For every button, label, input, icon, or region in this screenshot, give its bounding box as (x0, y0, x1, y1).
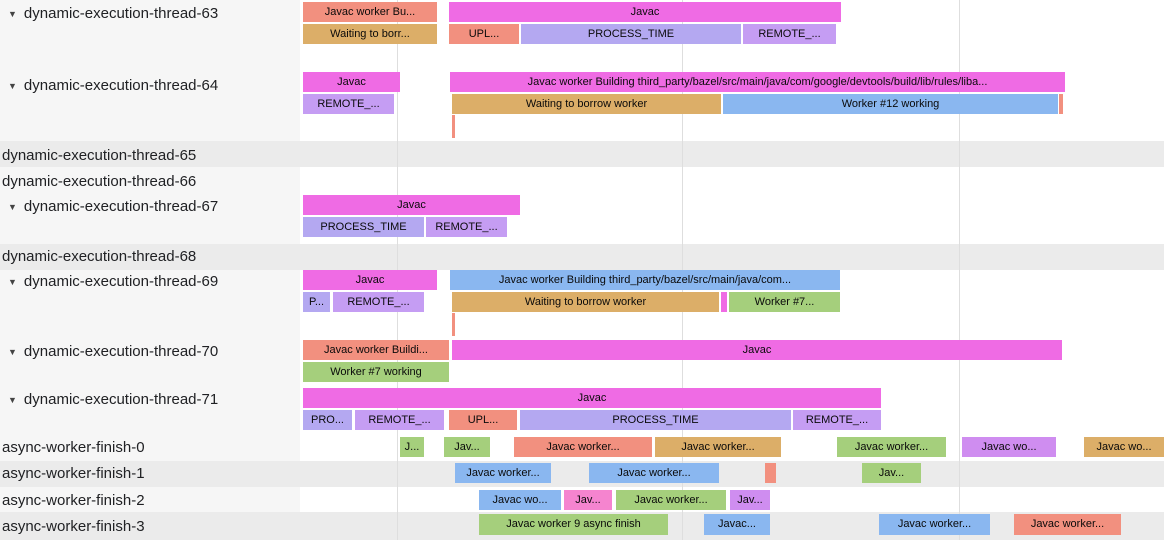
track-label-text: dynamic-execution-thread-66 (2, 173, 197, 190)
collapse-triangle-icon[interactable]: ▼ (8, 395, 17, 405)
track-label-text: dynamic-execution-thread-68 (2, 248, 197, 265)
trace-event-bar[interactable]: J... (400, 437, 424, 457)
track-label[interactable]: async-worker-finish-2 (0, 492, 145, 510)
trace-tick-marker (452, 115, 455, 138)
trace-event-bar[interactable]: PRO... (303, 410, 352, 430)
timeline-gridline (959, 0, 960, 540)
trace-event-bar[interactable]: Javac (303, 388, 881, 408)
trace-event-bar[interactable]: Javac worker... (1014, 514, 1121, 535)
trace-event-bar[interactable]: REMOTE_... (426, 217, 507, 237)
track-label-text: async-worker-finish-1 (2, 465, 145, 482)
trace-event-bar[interactable]: Javac worker... (589, 463, 719, 483)
trace-event-bar[interactable]: Waiting to borrow worker (452, 292, 719, 312)
trace-event-bar[interactable]: Javac (303, 195, 520, 215)
track-label-expandable[interactable]: ▼ dynamic-execution-thread-63 (0, 5, 218, 23)
trace-event-bar[interactable]: REMOTE_... (333, 292, 424, 312)
trace-event-bar[interactable]: REMOTE_... (303, 94, 394, 114)
trace-event-bar[interactable]: Javac worker... (616, 490, 726, 510)
trace-event-bar[interactable]: Javac (303, 72, 400, 92)
trace-event-bar[interactable]: Javac worker... (879, 514, 990, 535)
trace-tick-marker (452, 313, 455, 336)
trace-event-bar[interactable]: Jav... (730, 490, 770, 510)
track-label-text: dynamic-execution-thread-70 (23, 343, 219, 360)
trace-event-bar[interactable]: Worker #7 working (303, 362, 449, 382)
trace-event-bar[interactable]: Javac wo... (962, 437, 1056, 457)
track-label-expandable[interactable]: ▼ dynamic-execution-thread-67 (0, 198, 218, 216)
trace-event-bar[interactable]: UPL... (449, 24, 519, 44)
track-label[interactable]: async-worker-finish-1 (0, 465, 145, 483)
track-label-text: async-worker-finish-2 (2, 492, 145, 509)
collapse-triangle-icon[interactable]: ▼ (8, 202, 17, 212)
trace-event-bar[interactable]: Worker #12 working (723, 94, 1058, 114)
track-label[interactable]: dynamic-execution-thread-68 (0, 248, 196, 266)
trace-event-bar[interactable]: Javac... (704, 514, 770, 535)
track-label-expandable[interactable]: ▼ dynamic-execution-thread-64 (0, 77, 218, 95)
trace-event-bar[interactable]: Jav... (862, 463, 921, 483)
row-stripe (0, 244, 1164, 270)
trace-event-bar[interactable]: Worker #7... (729, 292, 840, 312)
trace-event-bar[interactable]: Jav... (564, 490, 612, 510)
collapse-triangle-icon[interactable]: ▼ (8, 347, 17, 357)
track-label-column (0, 0, 300, 540)
track-label-expandable[interactable]: ▼ dynamic-execution-thread-70 (0, 343, 218, 361)
trace-event-bar[interactable]: Javac wo... (1084, 437, 1164, 457)
trace-event-bar[interactable]: Javac worker Building third_party/bazel/… (450, 72, 1065, 92)
trace-event-bar[interactable]: UPL... (449, 410, 517, 430)
trace-event-bar[interactable]: Javac (449, 2, 841, 22)
trace-event-bar[interactable]: Javac worker... (514, 437, 652, 457)
trace-event-bar[interactable] (765, 463, 776, 483)
track-label-text: async-worker-finish-3 (2, 518, 145, 535)
row-stripe (0, 141, 1164, 167)
track-label[interactable]: async-worker-finish-3 (0, 518, 145, 536)
track-label-text: dynamic-execution-thread-63 (23, 5, 219, 22)
trace-event-bar[interactable]: P... (303, 292, 330, 312)
trace-event-bar[interactable]: Waiting to borr... (303, 24, 437, 44)
track-label-text: dynamic-execution-thread-64 (23, 77, 219, 94)
trace-event-bar[interactable]: Javac worker... (655, 437, 781, 457)
track-label-expandable[interactable]: ▼ dynamic-execution-thread-69 (0, 273, 218, 291)
trace-event-bar[interactable]: Javac worker Building third_party/bazel/… (450, 270, 840, 290)
track-label-text: dynamic-execution-thread-69 (23, 273, 219, 290)
track-label-text: dynamic-execution-thread-71 (23, 391, 219, 408)
trace-event-bar[interactable]: PROCESS_TIME (303, 217, 424, 237)
trace-event-bar[interactable]: REMOTE_... (793, 410, 881, 430)
track-label-text: dynamic-execution-thread-65 (2, 147, 197, 164)
track-label[interactable]: dynamic-execution-thread-65 (0, 147, 196, 165)
trace-event-bar[interactable]: Jav... (444, 437, 490, 457)
track-label[interactable]: async-worker-finish-0 (0, 439, 145, 457)
trace-event-bar[interactable]: Javac (452, 340, 1062, 360)
collapse-triangle-icon[interactable]: ▼ (8, 9, 17, 19)
trace-event-bar[interactable]: Javac worker 9 async finish (479, 514, 668, 535)
trace-event-bar[interactable]: Javac (303, 270, 437, 290)
trace-event-bar[interactable]: Javac worker... (455, 463, 551, 483)
track-label-expandable[interactable]: ▼ dynamic-execution-thread-71 (0, 391, 218, 409)
trace-event-bar[interactable]: Javac worker... (837, 437, 946, 457)
track-label-text: dynamic-execution-thread-67 (23, 198, 219, 215)
trace-event-bar[interactable]: Waiting to borrow worker (452, 94, 721, 114)
trace-event-bar[interactable]: Javac worker Buildi... (303, 340, 449, 360)
trace-event-bar[interactable]: Javac wo... (479, 490, 561, 510)
trace-event-bar[interactable]: REMOTE_... (743, 24, 836, 44)
trace-event-bar[interactable]: PROCESS_TIME (521, 24, 741, 44)
collapse-triangle-icon[interactable]: ▼ (8, 81, 17, 91)
row-stripe (0, 461, 1164, 487)
trace-event-bar[interactable] (721, 292, 727, 312)
track-label-text: async-worker-finish-0 (2, 439, 145, 456)
collapse-triangle-icon[interactable]: ▼ (8, 277, 17, 287)
trace-event-bar[interactable]: REMOTE_... (355, 410, 444, 430)
trace-event-bar[interactable]: PROCESS_TIME (520, 410, 791, 430)
trace-event-bar[interactable]: Javac worker Bu... (303, 2, 437, 22)
trace-event-bar[interactable] (1059, 94, 1063, 114)
track-label[interactable]: dynamic-execution-thread-66 (0, 173, 196, 191)
